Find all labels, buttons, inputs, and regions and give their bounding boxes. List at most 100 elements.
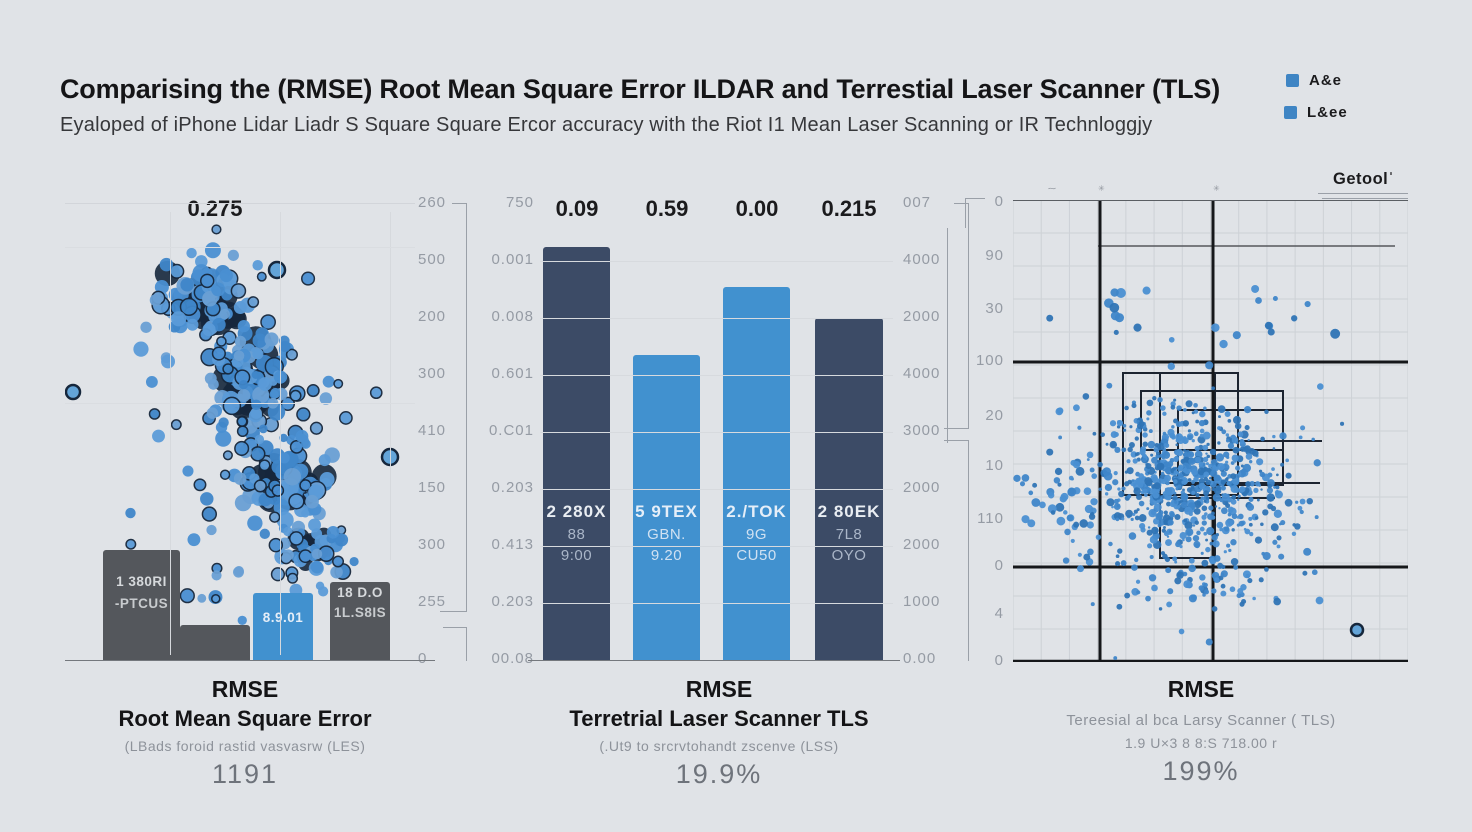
bar-inner-label: 9.20 [650,547,683,564]
bar-inner-label: 5 9TEX [635,502,698,521]
decoration-line [170,212,171,655]
left-chart-value-label: 0.275 [187,196,243,221]
decoration-line [390,212,391,560]
axis-tick: 2000 [903,308,941,325]
axis-tick: 0 [994,557,1004,574]
decoration-line [947,228,948,443]
axis-tick: 150 [418,479,447,496]
caption-value: 1191 [211,759,279,789]
axis-tick: 2000 [903,479,941,496]
caption-right: RMSE Tereesial al bca Larsy Scanner ( TL… [1010,676,1392,787]
axis-tick: 255 [418,593,447,610]
axis-tick: 0.203 [491,479,534,496]
bar-inner-label: 7L8 [835,526,863,543]
bar-inner-label: 9G [745,526,767,543]
ringed-scatter-dot [1349,622,1365,638]
decoration-line [452,203,466,204]
axis-tick: 30 [985,300,1004,317]
axis-tick: 90 [985,247,1004,264]
axis-tick: 500 [418,251,447,268]
axis-tick: 007 [903,194,932,211]
caption-heading: RMSE [685,676,753,702]
axis-tick: 110 [977,510,1004,527]
axis-tick: 0 [994,193,1004,210]
top-tick-mark: ✳ [1098,184,1105,193]
caption-heading: RMSE [1167,676,1235,702]
decoration-line [1318,193,1408,194]
legend-item: L&ee [1284,104,1348,121]
page-subtitle: Eyaloped of iPhone Lidar Liadr S Square … [60,114,1153,136]
caption-subheading: Root Mean Square Error [118,706,372,731]
caption-subheading: Terretrial Laser Scanner TLS [569,706,869,731]
axis-tick: 0.00 [903,650,937,667]
top-tick-mark: ✳ [1213,184,1220,193]
bar-inner-label: 2 80EK [817,502,881,521]
bar-value-label: 0.00 [735,196,779,221]
decoration-line [440,611,466,612]
axis-tick: 260 [418,194,447,211]
axis-tick: 00.08 [491,650,534,667]
decoration-line [1322,198,1408,199]
axis-tick: 300 [418,536,447,553]
bar [253,593,313,661]
caption-value: 19.9% [675,759,763,789]
legend-label: L&ee [1307,104,1348,121]
right-scatter-plot [1013,200,1408,662]
decoration-line [466,203,467,612]
caption-subheading: Tereesial al bca Larsy Scanner ( TLS) [1066,712,1336,729]
axis-tick: 4 [994,605,1004,622]
caption-note: (.Ut9 to srcrvtohandt zscenve (LSS) [599,738,839,754]
axis-tick: 410 [418,422,447,439]
decoration-line [540,489,893,490]
axis-tick: 3000 [903,422,941,439]
axis-tick: 0.203 [491,593,534,610]
decoration-line [540,318,893,319]
axis-tick: 4000 [903,365,941,382]
decoration-line [944,440,968,441]
axis-tick: 0 [994,652,1004,669]
decoration-line [65,403,415,404]
decoration-line [65,203,415,204]
decoration-line [466,627,467,661]
decoration-line [965,198,966,228]
bar-inner-label: 9:00 [560,547,593,564]
decoration-line [540,546,893,547]
bar [180,625,250,661]
decoration-line [968,440,969,661]
decoration-line [540,432,893,433]
decoration-line [1013,200,1408,201]
axis-tick: 0 [418,650,428,667]
caption-heading: RMSE [211,676,279,702]
decoration-line [954,203,968,204]
decoration-line [65,247,415,248]
axis-tick: 300 [418,365,447,382]
decoration-line [540,375,893,376]
axis-tick: 20 [985,407,1004,424]
bar-value-label: 0.09 [555,196,599,221]
decoration-line [540,603,893,604]
axis-tick: 0.C01 [488,422,534,439]
axis-tick: 0.001 [491,251,534,268]
caption-middle: RMSE Terretrial Laser Scanner TLS (.Ut9 … [530,676,908,790]
decoration-line [944,428,968,429]
caption-note: 1.9 U×3 8 8:S 718.00 r [1124,735,1278,751]
axis-tick: 1000 [903,593,941,610]
bar-inner-label: -PTCUS [114,596,169,611]
ringed-scatter-dot [267,260,287,280]
decoration-line [528,660,900,661]
axis-tick: 4000 [903,251,941,268]
decoration-line [280,212,281,655]
bar-inner-label: 2 280X [546,502,607,521]
decoration-line [443,627,466,628]
legend-label: A&e [1309,72,1343,89]
decoration-line [965,198,985,199]
left-scatter-plot [65,224,400,642]
axis-tick: 200 [418,308,447,325]
caption-note: (LBads foroid rastid vasvasrw (LES) [124,738,366,754]
legend-item: A&e [1286,72,1342,89]
decoration-line [968,203,969,429]
bar-inner-label: OYO [831,547,867,564]
right-corner-label: Getoolˈ [1333,170,1395,188]
axis-tick: 0.008 [491,308,534,325]
